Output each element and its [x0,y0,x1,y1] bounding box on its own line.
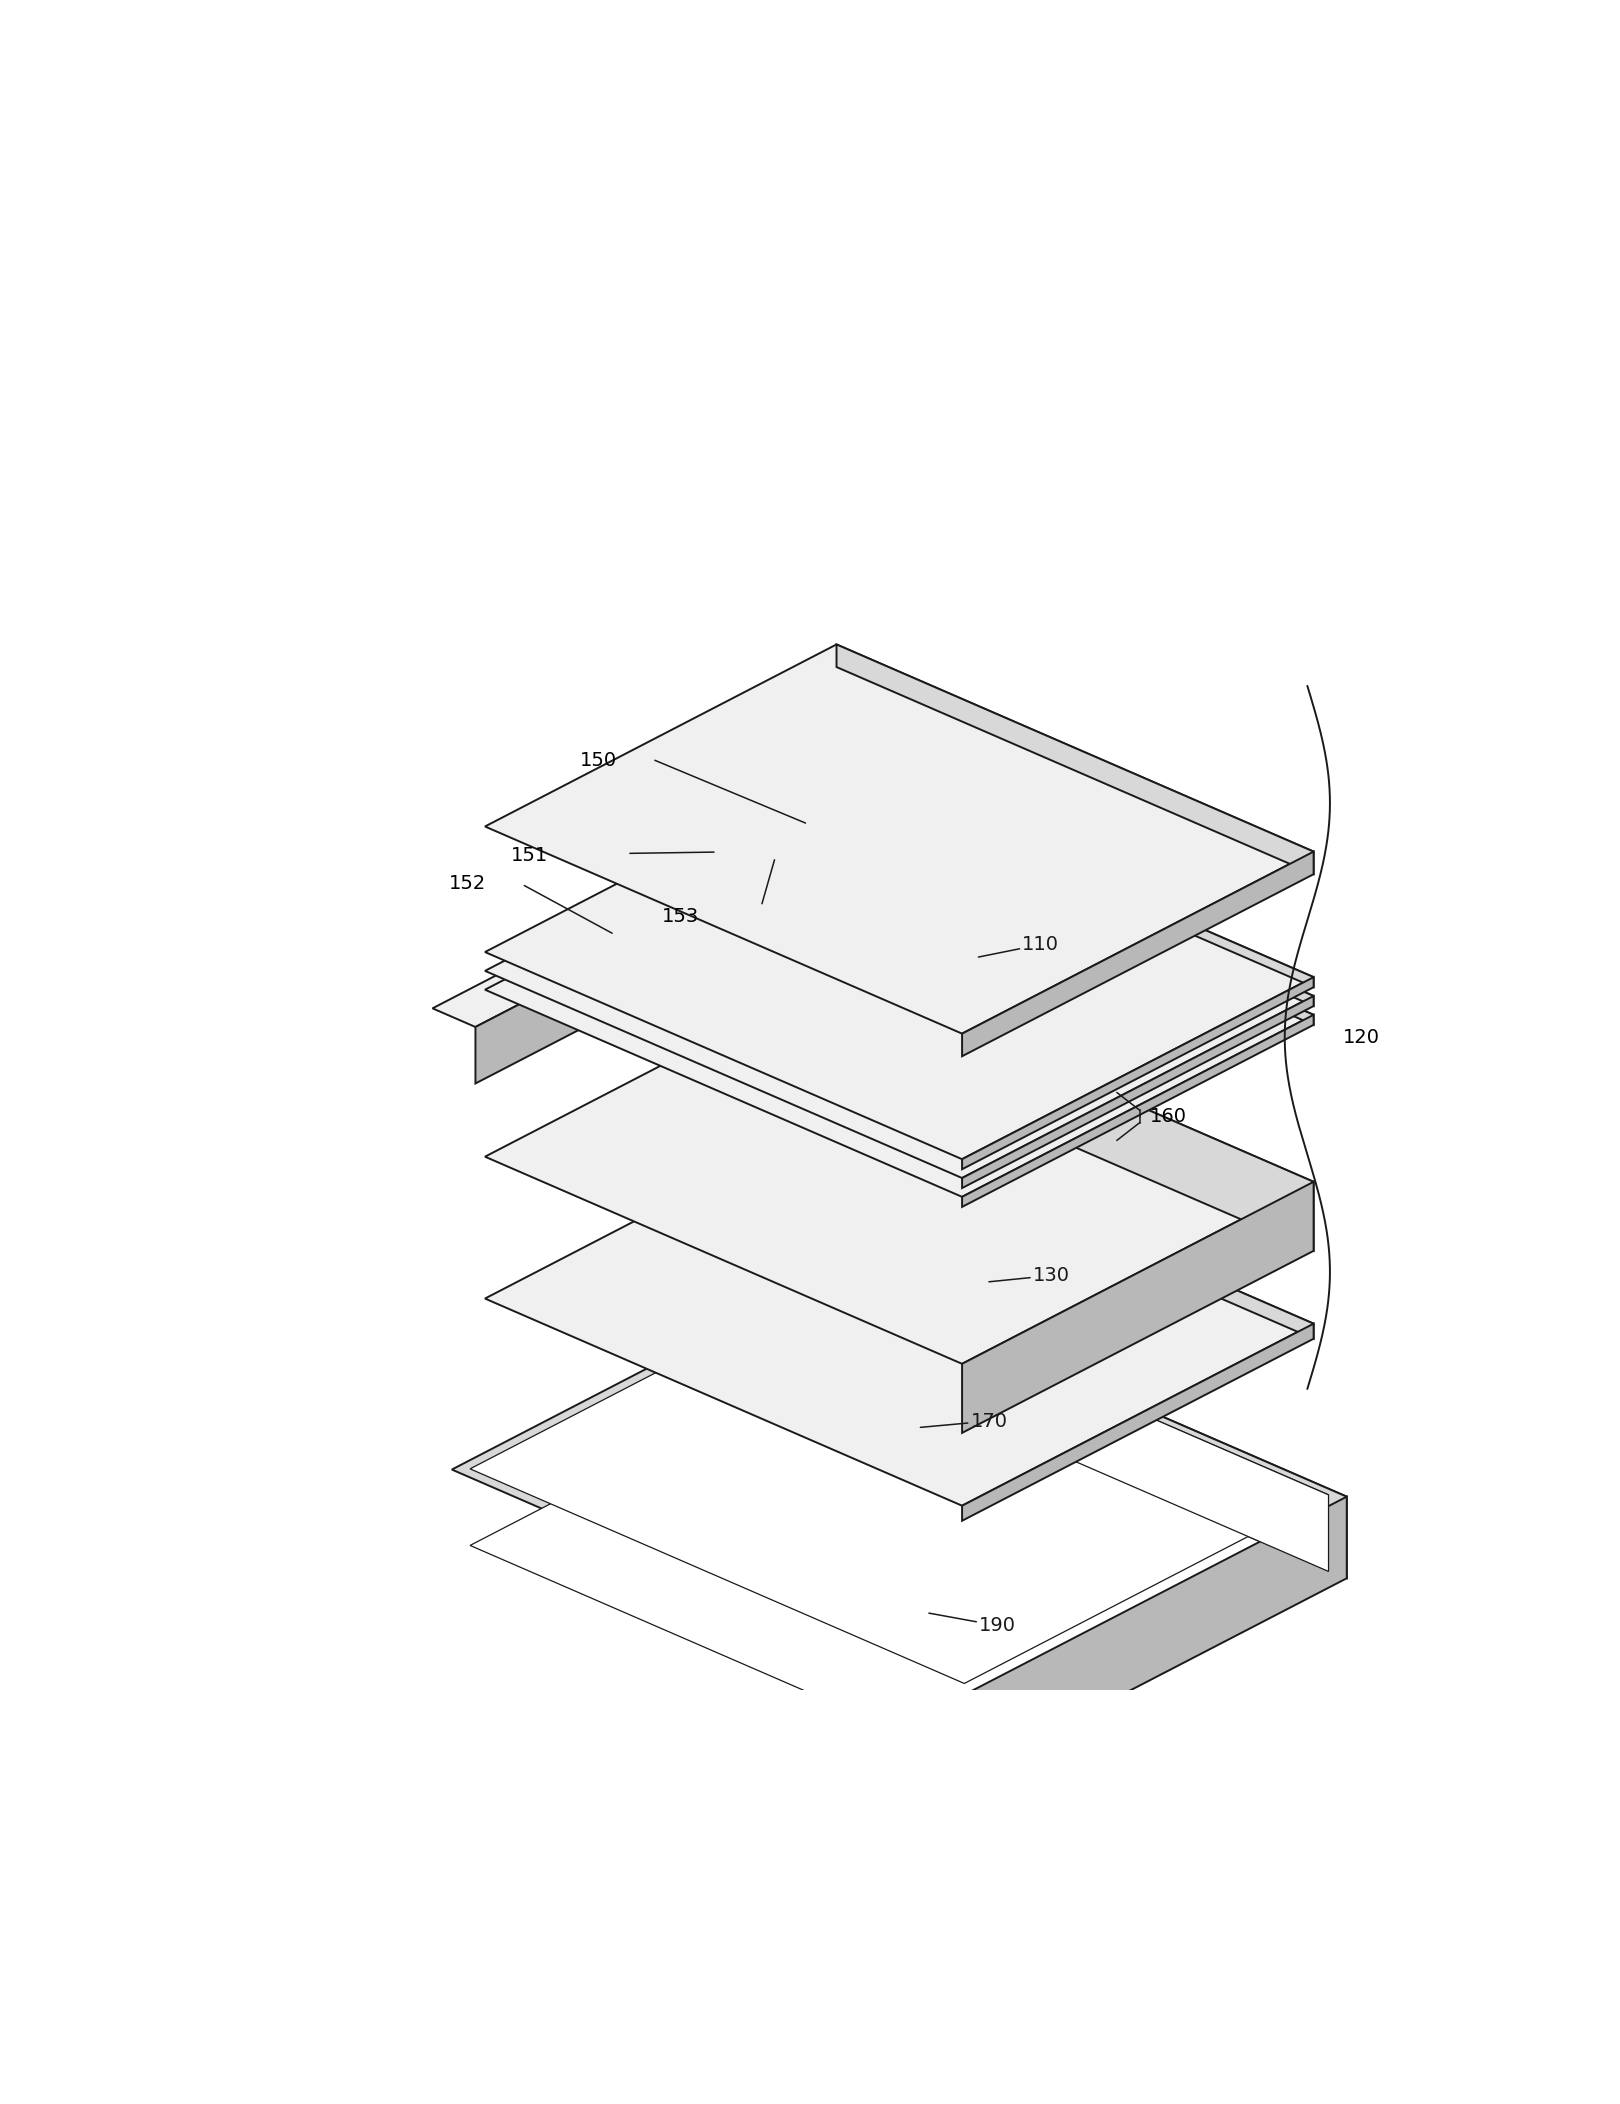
Text: 152: 152 [449,873,486,892]
Polygon shape [962,1182,1314,1433]
Polygon shape [836,770,1314,987]
Polygon shape [484,789,1314,1178]
Polygon shape [962,976,1314,1170]
Polygon shape [509,968,554,989]
Polygon shape [452,1273,1346,1694]
Polygon shape [470,1357,1328,1761]
Polygon shape [740,766,844,892]
Polygon shape [470,1279,1328,1683]
Polygon shape [967,1496,1346,1776]
Text: 130: 130 [988,1267,1069,1286]
Polygon shape [836,974,1314,1252]
Polygon shape [962,1014,1314,1208]
Polygon shape [433,827,826,1027]
Polygon shape [836,1117,1314,1338]
Polygon shape [484,644,1314,1033]
Polygon shape [784,827,826,901]
Ellipse shape [625,909,679,945]
Polygon shape [484,974,1314,1363]
Polygon shape [834,1279,1328,1572]
Polygon shape [475,846,826,1084]
Polygon shape [484,770,1314,1159]
Text: 190: 190 [928,1614,1016,1635]
Text: 151: 151 [510,846,548,865]
Polygon shape [831,1273,1346,1578]
Polygon shape [763,810,844,934]
Ellipse shape [528,959,580,995]
Text: 170: 170 [920,1412,1008,1431]
Polygon shape [962,995,1314,1189]
Polygon shape [706,865,750,886]
Polygon shape [608,915,653,936]
Polygon shape [836,789,1314,1006]
Text: 120: 120 [1343,1029,1380,1048]
Text: 153: 153 [661,907,698,926]
Polygon shape [836,644,1314,873]
Polygon shape [836,808,1314,1025]
Polygon shape [659,766,844,852]
Text: 110: 110 [978,934,1059,957]
Polygon shape [484,808,1314,1197]
Polygon shape [962,852,1314,1056]
Polygon shape [962,1323,1314,1521]
Ellipse shape [724,858,778,894]
Text: 150: 150 [580,751,617,770]
Text: 160: 160 [1150,1107,1186,1126]
Polygon shape [484,1117,1314,1506]
